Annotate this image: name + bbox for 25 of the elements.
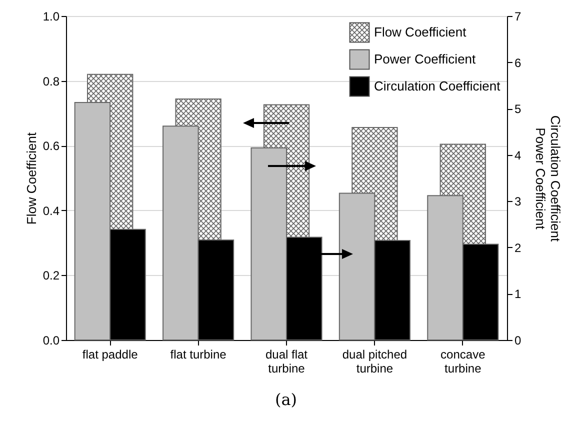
y2-tick-label: 1 <box>514 287 522 302</box>
y2-tick-label: 2 <box>514 240 522 255</box>
legend-label: Flow Coefficient <box>374 24 467 40</box>
x-tick-label: concave turbine <box>440 348 486 376</box>
y-tick-label: 0.2 <box>42 268 60 283</box>
y-tick-label: 0.4 <box>42 204 60 218</box>
legend-label: Power Coefficient <box>374 52 476 66</box>
x-tick-label: flat turbine <box>170 348 227 362</box>
y-tick-label: 0.8 <box>42 74 60 88</box>
y-tick-label: 0.0 <box>42 334 60 348</box>
y2-tick-label: 0 <box>514 334 522 348</box>
y-tick-label: 0.6 <box>42 139 60 154</box>
x-tick-label: dual pitched turbine <box>342 348 408 376</box>
y2-tick-label: 5 <box>514 102 522 116</box>
legend-label: Circulation Coefficient <box>374 78 501 94</box>
x-tick-label: dual flat turbine <box>265 348 308 376</box>
y-axis-title: Flow Coefficient <box>24 132 39 225</box>
y2-tick-label: 7 <box>514 10 522 24</box>
y2-axis-title: Circulation Coefficient Power Coefficient <box>533 115 564 242</box>
y2-tick-label: 3 <box>514 194 522 209</box>
x-tick-label: flat paddle <box>82 348 138 362</box>
text: (a) <box>274 390 298 409</box>
y2-tick-label: 6 <box>514 56 522 70</box>
y2-tick-label: 4 <box>514 148 522 162</box>
y-tick-label: 1.0 <box>42 10 60 24</box>
